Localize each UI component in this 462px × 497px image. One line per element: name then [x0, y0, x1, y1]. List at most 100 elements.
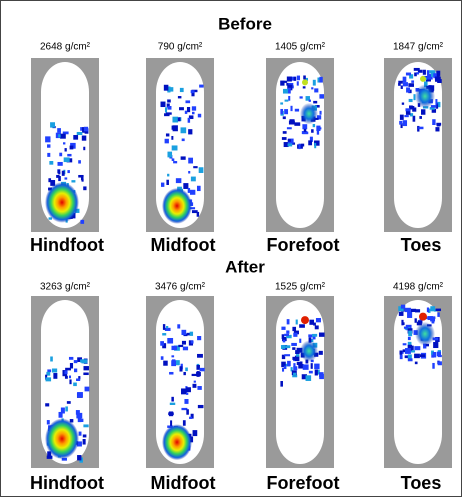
pressure-speck — [288, 96, 290, 101]
pressure-speck — [437, 352, 441, 357]
pressure-speck — [178, 96, 182, 98]
pressure-speck — [289, 121, 295, 125]
region-label: Toes — [401, 235, 442, 255]
pressure-speck — [400, 115, 404, 120]
region-label: Hindfoot — [30, 235, 104, 255]
pressure-speck — [197, 386, 201, 390]
pressure-speck — [83, 186, 86, 190]
region-label: Hindfoot — [30, 473, 104, 493]
pressure-speck — [433, 352, 437, 357]
pressure-speck — [309, 100, 311, 102]
pressure-speck — [415, 362, 418, 365]
pressure-speck — [83, 147, 85, 150]
pressure-speck — [168, 412, 174, 415]
pressure-speck — [293, 333, 297, 337]
pressure-speck — [56, 175, 59, 178]
pressure-speck — [176, 178, 181, 183]
pressure-speck — [47, 420, 50, 424]
region-label: Midfoot — [151, 473, 216, 493]
pressure-speck — [403, 120, 407, 126]
pressure-speck — [411, 350, 415, 352]
pressure-speck — [179, 366, 182, 371]
pressure-speck — [57, 169, 60, 173]
pressure-speck — [67, 154, 71, 156]
pressure-speck — [283, 340, 286, 343]
region-label: Forefoot — [267, 235, 340, 255]
pressure-speck — [436, 71, 440, 76]
pressure-speck — [281, 345, 285, 349]
pressure-speck — [58, 134, 60, 137]
pressure-speck — [294, 122, 300, 125]
pressure-speck — [191, 340, 194, 343]
pressure-peak — [162, 424, 192, 460]
pressure-speck — [181, 156, 186, 159]
pressure-speck — [315, 325, 319, 329]
pressure-speck — [316, 318, 321, 322]
pressure-speck — [161, 356, 164, 360]
pressure-speck — [49, 161, 53, 165]
pressure-speck — [188, 188, 190, 193]
pressure-speck — [67, 401, 71, 404]
pressure-speck — [71, 180, 75, 182]
pressure-speck — [290, 106, 292, 111]
pressure-speck — [192, 384, 196, 388]
pressure-speck — [288, 88, 291, 94]
pressure-label: 790 g/cm² — [158, 42, 203, 53]
pressure-speck — [282, 368, 284, 372]
pressure-speck — [197, 354, 203, 358]
pressure-speck — [415, 318, 417, 322]
pressure-speck — [314, 364, 319, 370]
pressure-speck — [64, 157, 70, 162]
pressure-speck — [414, 354, 420, 359]
pressure-speck — [404, 327, 408, 329]
pressure-speck — [406, 87, 410, 92]
pressure-speck — [306, 375, 312, 381]
figure: Before2648 g/cm²Hindfoot790 g/cm²Midfoot… — [0, 0, 462, 497]
pressure-peak — [45, 418, 79, 459]
pressure-speck — [287, 319, 290, 324]
pressure-speck — [163, 361, 168, 366]
pressure-speck — [281, 327, 285, 330]
pressure-speck — [177, 324, 180, 328]
pressure-speck — [200, 368, 205, 371]
pressure-speck — [292, 327, 296, 331]
pressure-speck — [77, 392, 83, 397]
pressure-speck — [313, 323, 316, 326]
pressure-speck — [65, 148, 67, 151]
pressure-speck — [62, 171, 65, 176]
pressure-speck — [63, 142, 65, 144]
pressure-speck — [172, 117, 178, 123]
pressure-speck — [162, 333, 166, 335]
pressure-speck — [47, 369, 51, 372]
pressure-speck — [303, 364, 309, 369]
pressure-speck — [303, 75, 306, 79]
pressure-speck — [70, 146, 74, 150]
pressure-speck — [45, 136, 50, 142]
pressure-speck — [179, 107, 184, 110]
pressure-speck — [405, 108, 410, 111]
pressure-speck — [57, 162, 62, 166]
pressure-speck — [284, 334, 289, 336]
pressure-speck — [405, 308, 411, 312]
pressure-speck — [196, 372, 201, 376]
pressure-speck — [182, 139, 185, 142]
pressure-speck — [81, 419, 84, 422]
pressure-speck — [188, 171, 190, 174]
pressure-speck — [413, 116, 416, 122]
pressure-speck — [284, 354, 290, 356]
pressure-speck — [437, 312, 439, 316]
pressure-speck — [414, 346, 420, 350]
pressure-speck — [77, 132, 83, 135]
pressure-speck — [161, 183, 164, 187]
pressure-speck — [420, 354, 425, 357]
pressure-speck — [433, 342, 438, 348]
pressure-speck — [408, 83, 414, 87]
pressure-speck — [181, 388, 187, 394]
pressure-speck — [435, 77, 441, 82]
pressure-speck — [404, 115, 408, 117]
pressure-speck — [314, 143, 316, 148]
pressure-speck — [436, 123, 441, 126]
pressure-speck — [187, 107, 190, 112]
pressure-speck — [170, 403, 175, 405]
pressure-speck — [82, 359, 88, 363]
